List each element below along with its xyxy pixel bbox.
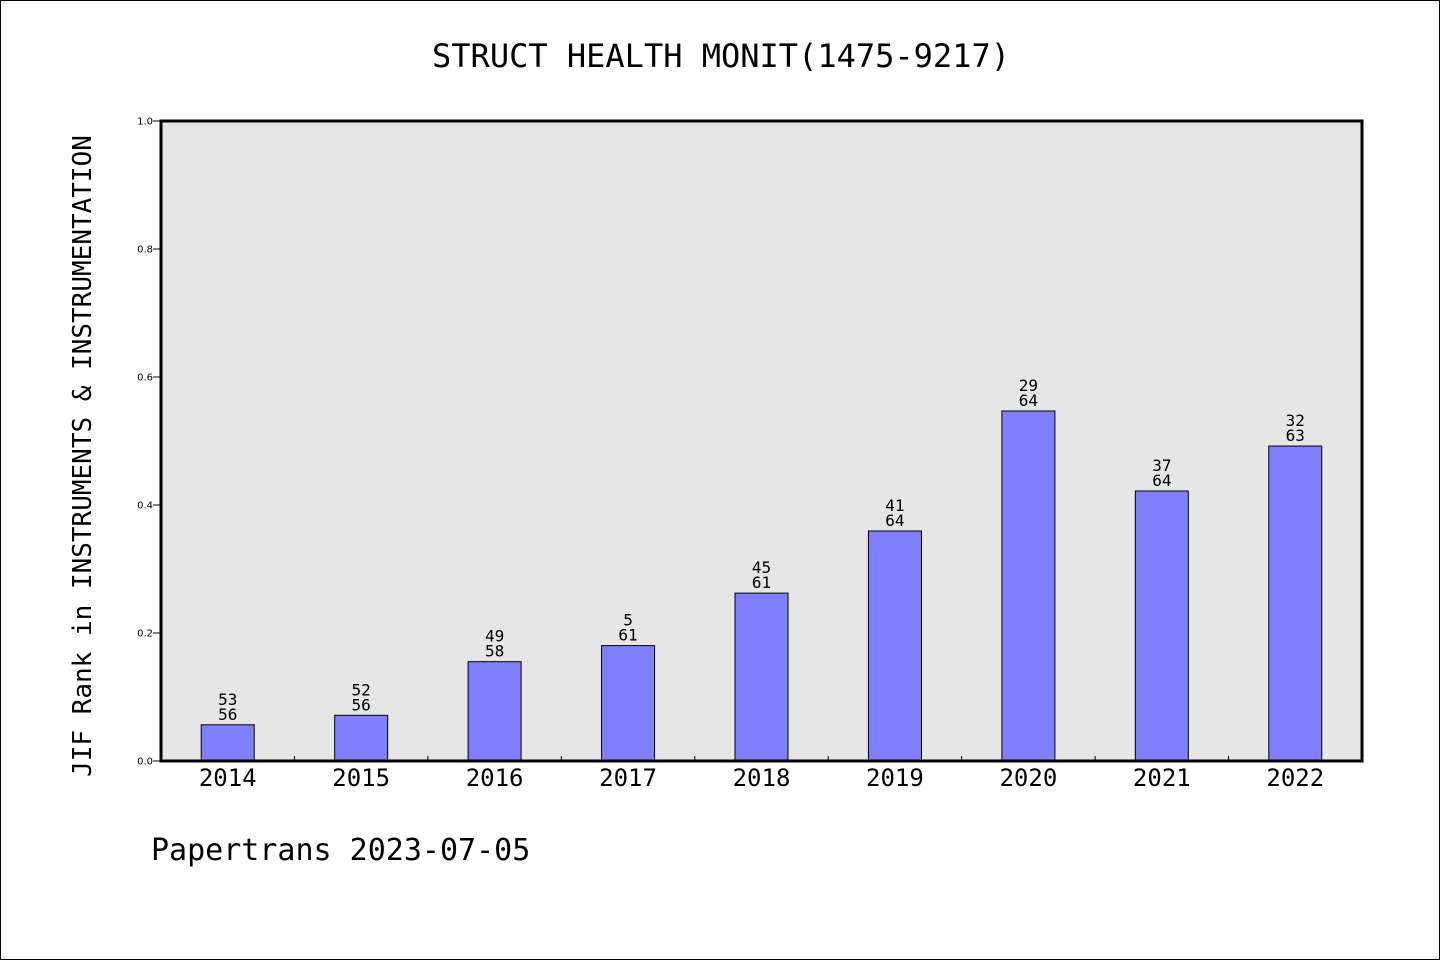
x-tick-label: 2022 — [1266, 764, 1324, 792]
chart-marks: 0.00.20.40.60.81.05356201452562015495820… — [137, 117, 1324, 793]
footer-text: Papertrans 2023-07-05 — [151, 833, 531, 868]
bar-total-label: 63 — [1286, 426, 1305, 445]
bar-rank-label: 52 — [352, 680, 371, 699]
y-tick-label: 0.0 — [137, 757, 153, 768]
bar-total-label: 61 — [752, 573, 771, 592]
bar — [1134, 490, 1189, 762]
bar — [200, 724, 255, 762]
bar — [334, 714, 389, 762]
x-tick-label: 2018 — [733, 764, 791, 792]
x-tick-label: 2017 — [599, 764, 657, 792]
bar-rank-label: 45 — [752, 558, 771, 577]
x-tick-label: 2016 — [466, 764, 524, 792]
bar — [1268, 445, 1323, 762]
y-tick-label: 0.8 — [137, 245, 153, 256]
bar — [867, 530, 922, 762]
y-tick-label: 1.0 — [137, 117, 153, 128]
y-axis-label: JIF Rank in INSTRUMENTS & INSTRUMENTATIO… — [68, 135, 98, 777]
x-tick-label: 2015 — [332, 764, 390, 792]
chart-title: STRUCT HEALTH MONIT(1475-9217) — [432, 37, 1010, 75]
x-tick-label: 2020 — [999, 764, 1057, 792]
bar — [734, 592, 789, 762]
plot-border — [159, 119, 1364, 763]
bar-total-label: 56 — [352, 695, 371, 714]
bar-total-label: 56 — [218, 705, 237, 724]
bar — [467, 661, 522, 762]
bar-rank-label: 49 — [485, 627, 504, 646]
bar — [1001, 410, 1056, 762]
bar-rank-label: 37 — [1152, 456, 1171, 475]
bar-rank-label: 41 — [885, 496, 904, 515]
x-tick-label: 2021 — [1133, 764, 1191, 792]
bar — [601, 645, 656, 762]
y-tick-label: 0.2 — [137, 629, 153, 640]
bar-rank-label: 53 — [218, 690, 237, 709]
bar-total-label: 64 — [1152, 471, 1171, 490]
bar-rank-label: 32 — [1286, 411, 1305, 430]
bar-total-label: 64 — [1019, 391, 1038, 410]
bar-rank-label: 5 — [623, 611, 633, 630]
x-tick-label: 2019 — [866, 764, 924, 792]
bar-total-label: 58 — [485, 642, 504, 661]
bar-rank-label: 29 — [1019, 376, 1038, 395]
x-tick-label: 2014 — [199, 764, 257, 792]
y-tick-label: 0.4 — [137, 501, 153, 512]
y-tick-label: 0.6 — [137, 373, 153, 384]
bar-total-label: 61 — [618, 626, 637, 645]
bar-total-label: 64 — [885, 511, 904, 530]
